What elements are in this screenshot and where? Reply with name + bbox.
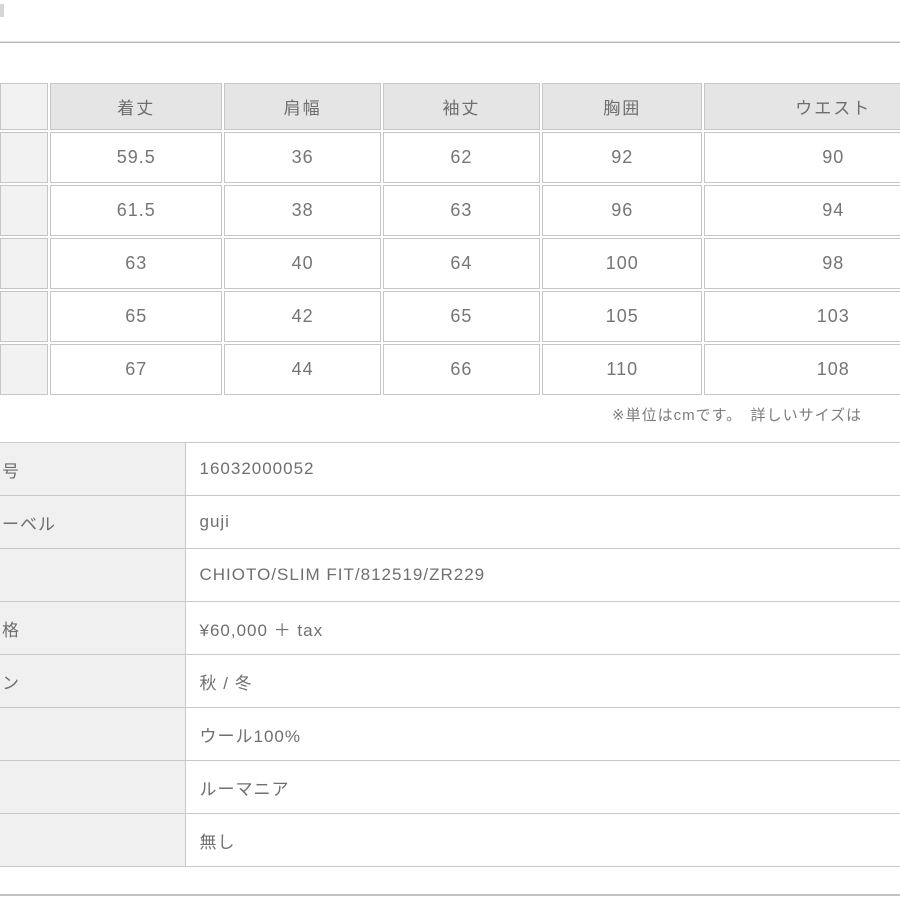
size-row-header-cell: [0, 344, 49, 395]
size-value-cell-r1-c2: 63: [382, 185, 541, 236]
detail-table-row-4: ン秋 / 冬: [0, 654, 900, 708]
detail-label-cell-5: [0, 707, 186, 761]
detail-value-cell-7: 無し: [184, 813, 900, 867]
detail-value-cell-3: ¥60,000 ＋ tax: [184, 601, 900, 655]
size-value-cell-r3-c3: 105: [542, 291, 703, 342]
size-value-cell-r2-c4: 98: [704, 238, 900, 289]
size-value-cell-r3-c1: 42: [224, 291, 381, 342]
detail-value-cell-4: 秋 / 冬: [184, 654, 900, 708]
size-table-row-2: 63 40 64 100 98: [0, 238, 900, 289]
size-value-cell-r4-c2: 66: [382, 344, 541, 395]
size-table-header-cell-3: 胸囲: [542, 83, 703, 130]
size-value-cell-r2-c0: 63: [50, 238, 223, 289]
size-value-cell-r0-c4: 90: [704, 132, 900, 183]
size-table-row-1: 61.5 38 63 96 94: [0, 185, 900, 236]
detail-table-row-3: 格 ¥60,000 ＋ tax: [0, 601, 900, 655]
top-divider: [0, 41, 900, 43]
detail-table-row-6: ルーマニア: [0, 760, 900, 814]
size-value-cell-r0-c0: 59.5: [50, 132, 223, 183]
detail-label-cell-0: 号: [0, 442, 186, 496]
size-spec-table: 着丈 肩幅 袖丈 胸囲 ウエスト 59.5 36 62 92 90 61.5 38 63 96 94 63 4…: [0, 81, 900, 397]
size-table-header-cell-2: 袖丈: [382, 83, 541, 130]
detail-table-row-1: ーベル guji: [0, 495, 900, 549]
bottom-divider: [0, 894, 900, 896]
detail-table-row-2: CHIOTO/SLIM FIT/812519/ZR229: [0, 548, 900, 602]
size-table-body: 59.5 36 62 92 90 61.5 38 63 96 94 63 40 64 100 98 65 42 6…: [0, 132, 900, 395]
detail-value-cell-0: 16032000052: [184, 442, 900, 496]
size-table-header-cell-0: 着丈: [50, 83, 223, 130]
detail-value-cell-6: ルーマニア: [184, 760, 900, 814]
size-table-header-cell-4: ウエスト: [704, 83, 900, 130]
size-value-cell-r1-c0: 61.5: [50, 185, 223, 236]
size-value-cell-r4-c3: 110: [542, 344, 703, 395]
size-value-cell-r3-c2: 65: [382, 291, 541, 342]
detail-value-cell-1: guji: [184, 495, 900, 549]
size-value-cell-r2-c1: 40: [224, 238, 381, 289]
detail-label-cell-3: 格: [0, 601, 186, 655]
size-row-header-cell: [0, 132, 49, 183]
size-value-cell-r0-c3: 92: [542, 132, 703, 183]
size-table-header-cell-1: 肩幅: [224, 83, 381, 130]
size-table-header: 着丈 肩幅 袖丈 胸囲 ウエスト: [0, 83, 900, 130]
unit-note: ※単位はcmです。 詳しいサイズは: [612, 407, 863, 424]
size-row-header-cell: [0, 238, 49, 289]
size-table-row-0: 59.5 36 62 92 90: [0, 132, 900, 183]
detail-table-row-5: ウール100%: [0, 707, 900, 761]
size-value-cell-r1-c4: 94: [704, 185, 900, 236]
detail-value-cell-5: ウール100%: [184, 707, 900, 761]
size-value-cell-r0-c2: 62: [382, 132, 541, 183]
detail-label-cell-6: [0, 760, 186, 814]
size-value-cell-r4-c1: 44: [224, 344, 381, 395]
size-table-row-3: 65 42 65 105 103: [0, 291, 900, 342]
detail-label-cell-1: ーベル: [0, 495, 186, 549]
size-value-cell-r3-c0: 65: [50, 291, 223, 342]
size-value-cell-r0-c1: 36: [224, 132, 381, 183]
size-value-cell-r1-c3: 96: [542, 185, 703, 236]
product-detail-table: 号 16032000052 ーベル guji CHIOTO/SLIM FIT/81251…: [0, 442, 900, 867]
detail-table-row-0: 号 16032000052: [0, 442, 900, 496]
size-value-cell-r2-c3: 100: [542, 238, 703, 289]
size-value-cell-r3-c4: 103: [704, 291, 900, 342]
cutoff-element-fragment: [0, 4, 4, 17]
size-row-header-cell: [0, 291, 49, 342]
size-value-cell-r2-c2: 64: [382, 238, 541, 289]
detail-table-row-7: 無し: [0, 813, 900, 867]
size-value-cell-r4-c0: 67: [50, 344, 223, 395]
detail-table-body: 号 16032000052 ーベル guji CHIOTO/SLIM FIT/81251…: [0, 442, 900, 867]
size-table-row-4: 67 44 66 110 108: [0, 344, 900, 395]
detail-label-cell-4: ン: [0, 654, 186, 708]
size-value-cell-r4-c4: 108: [704, 344, 900, 395]
detail-label-cell-2: [0, 548, 186, 602]
detail-label-cell-7: [0, 813, 186, 867]
detail-value-cell-2: CHIOTO/SLIM FIT/812519/ZR229: [184, 548, 900, 602]
size-value-cell-r1-c1: 38: [224, 185, 381, 236]
size-table-corner-cell: [0, 83, 49, 130]
size-row-header-cell: [0, 185, 49, 236]
